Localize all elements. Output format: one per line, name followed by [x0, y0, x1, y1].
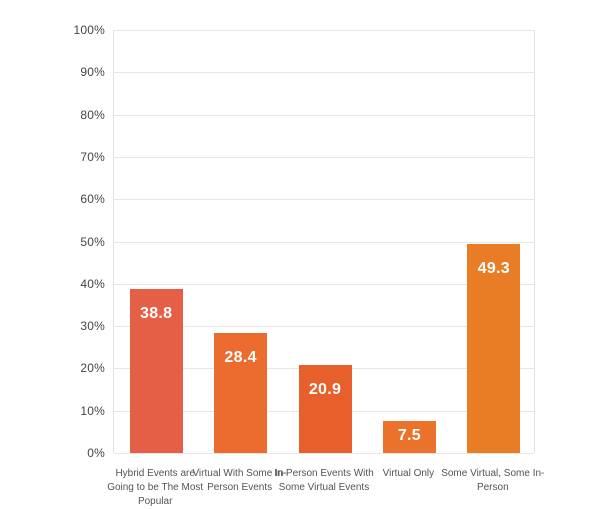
y-tick-label-20: 20%	[80, 361, 105, 376]
gridline-70	[114, 156, 534, 158]
y-tick-label-0: 0%	[87, 446, 105, 460]
bar-value-label: 7.5	[397, 427, 421, 445]
y-tick-label-50: 50%	[80, 234, 105, 249]
gridline-40	[114, 283, 534, 285]
y-tick-label-10: 10%	[80, 403, 105, 418]
bar-4: 49.3	[467, 244, 521, 453]
bar-1: 28.4	[214, 332, 268, 453]
gridline-30	[114, 326, 534, 328]
y-tick-label-30: 30%	[80, 319, 105, 334]
y-tick-label-60: 60%	[80, 192, 105, 207]
y-tick-label-100: 100%	[73, 23, 105, 37]
bar-value-label: 28.4	[224, 348, 257, 366]
bar-2: 20.9	[298, 364, 352, 453]
category-label-3: Virtual Only	[382, 468, 435, 479]
gridline-90	[114, 72, 534, 74]
bar-value-label: 49.3	[477, 260, 510, 278]
gridline-100	[114, 30, 534, 31]
y-tick-label-70: 70%	[80, 149, 105, 164]
gridline-60	[114, 199, 534, 201]
gridline-50	[114, 241, 534, 243]
bar-value-label: 38.8	[140, 304, 173, 322]
category-label-2: In-Person Events With Some Virtual Event…	[274, 468, 374, 493]
bar-3: 7.5	[382, 421, 436, 453]
category-label-0: Hybrid Events are Going to be The Most P…	[107, 468, 204, 507]
gridline-0	[114, 453, 534, 454]
y-tick-label-80: 80%	[80, 107, 105, 122]
category-label-1: Virtual With Some In-Person Events	[192, 468, 287, 493]
bar-value-label: 20.9	[308, 380, 342, 398]
gridline-80	[114, 114, 534, 116]
bar-0: 38.8	[129, 288, 183, 453]
y-tick-label-40: 40%	[80, 276, 105, 291]
y-tick-label-90: 90%	[80, 65, 105, 80]
category-label-4: Some Virtual, Some In-Person	[441, 468, 545, 493]
plot-area: 38.8 28.4 20.9 7.5 49.3	[113, 30, 535, 454]
